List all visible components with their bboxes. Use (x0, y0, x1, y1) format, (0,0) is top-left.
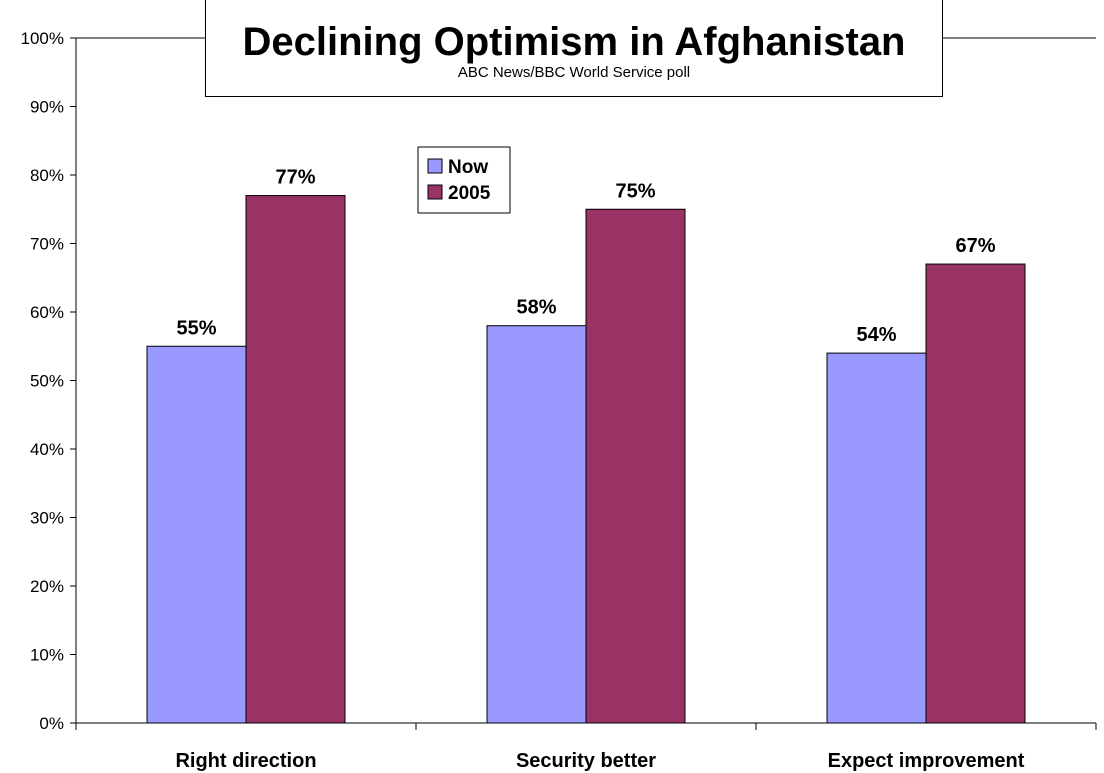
data-label: 67% (955, 235, 995, 257)
legend-box (417, 146, 511, 214)
y-tick-label: 50% (30, 372, 64, 391)
y-tick-label: 60% (30, 303, 64, 322)
bar-2005 (585, 208, 686, 724)
y-tick-label: 0% (39, 714, 64, 733)
data-label: 58% (516, 297, 556, 319)
y-tick-label: 80% (30, 166, 64, 185)
legend-swatch (427, 184, 443, 200)
bar-2005 (925, 263, 1026, 724)
legend-label: 2005 (448, 183, 491, 204)
legend: Now 2005 (417, 146, 511, 214)
y-tick-label: 100% (21, 29, 64, 48)
y-tick-label: 30% (30, 509, 64, 528)
bar-now (826, 352, 927, 724)
data-label: 77% (275, 167, 315, 189)
x-tick-label: Right direction (175, 750, 316, 772)
bar-now (146, 345, 247, 724)
y-tick-label: 90% (30, 98, 64, 117)
legend-swatch (427, 158, 443, 174)
y-tick-label: 40% (30, 440, 64, 459)
legend-label: Now (448, 157, 488, 178)
chart-title: Declining Optimism in Afghanistan (242, 20, 906, 64)
bar-now (486, 325, 587, 724)
data-label: 54% (856, 324, 896, 346)
y-tick-label: 70% (30, 235, 64, 254)
x-tick-label: Expect improvement (828, 750, 1025, 772)
bars (146, 195, 1026, 724)
y-tick-label: 20% (30, 577, 64, 596)
chart-title-box: Declining Optimism in Afghanistan ABC Ne… (205, 0, 943, 97)
labels: 55% 77% Right direction 58% 75% Security bett… (175, 167, 1024, 772)
x-tick-label: Security better (516, 750, 656, 772)
data-label: 75% (615, 180, 655, 202)
chart-subtitle: ABC News/BBC World Service poll (457, 64, 691, 81)
data-label: 55% (176, 317, 216, 339)
y-tick-label: 10% (30, 646, 64, 665)
bar-2005 (245, 195, 346, 724)
